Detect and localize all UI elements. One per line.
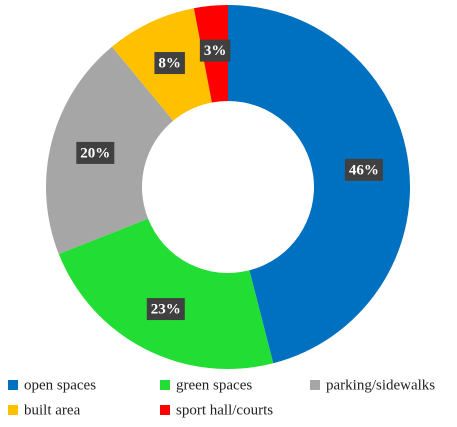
data-label: 3% [204,43,227,59]
label-box [76,141,115,164]
legend-swatch [160,380,170,390]
legend-label: sport hall/courts [176,402,273,418]
label-box [344,158,383,181]
legend-label: built area [24,402,81,418]
legend-label: parking/sidewalks [326,377,435,393]
data-label: 8% [158,55,181,71]
legend-swatch [8,380,18,390]
legend-label: green spaces [176,377,252,393]
legend-swatch [8,405,18,415]
legend-swatch [160,405,170,415]
donut-slice [58,218,274,370]
data-label: 46% [349,162,379,178]
legend-swatch [310,380,320,390]
label-box [154,52,185,75]
data-label: 20% [80,145,110,161]
legend-label: open spaces [24,377,96,393]
donut-slice [228,5,411,364]
data-label: 23% [151,302,181,318]
label-box [146,298,185,321]
label-box [199,39,231,62]
